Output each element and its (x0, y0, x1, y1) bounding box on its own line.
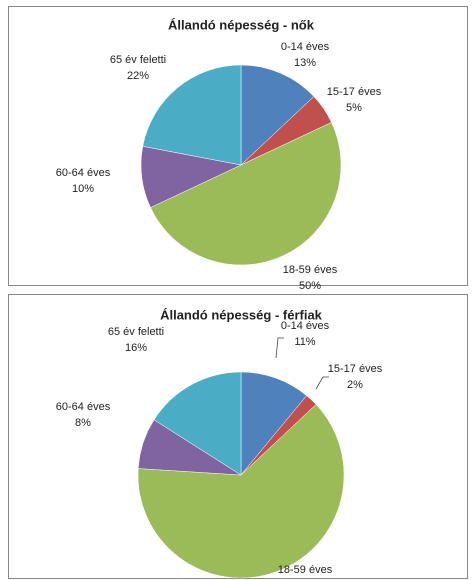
slice-label: 65 év feletti (108, 326, 164, 338)
slice-label: 60-64 éves (56, 401, 111, 413)
slice-label: 65 év feletti (110, 54, 166, 66)
slice-label: 0-14 éves (281, 320, 330, 332)
slice-value-label: 11% (294, 336, 315, 348)
chart-title: Állandó népesség - férfiak (160, 307, 323, 322)
slice-label: 0-14 éves (281, 41, 330, 53)
slice-value-label: 8% (75, 417, 91, 429)
slice-value-label: 13% (294, 57, 316, 69)
slice-label: 60-64 éves (56, 167, 111, 179)
pie-slice (142, 64, 242, 166)
slice-label: 15-17 éves (327, 86, 382, 98)
pie-slice (153, 371, 242, 476)
slice-label: 15-17 éves (328, 363, 383, 375)
slice-value-label: 2% (347, 379, 363, 391)
slice-label: 18-59 éves (278, 564, 333, 576)
pie-slice (240, 371, 308, 476)
leader-line (315, 376, 329, 390)
slice-value-label: 10% (72, 183, 94, 195)
pie-slice (150, 122, 342, 266)
slice-value-label: 22% (127, 70, 149, 82)
slice-value-label: 5% (346, 102, 362, 114)
pie-slice (137, 404, 345, 579)
chart-title: Állandó népesség - nők (168, 17, 315, 32)
slice-value-label: 50% (299, 280, 321, 292)
slice-value-label: 16% (125, 342, 147, 354)
slice-label: 18-59 éves (283, 264, 338, 276)
pie-slice (240, 64, 315, 166)
leader-line (275, 337, 284, 359)
